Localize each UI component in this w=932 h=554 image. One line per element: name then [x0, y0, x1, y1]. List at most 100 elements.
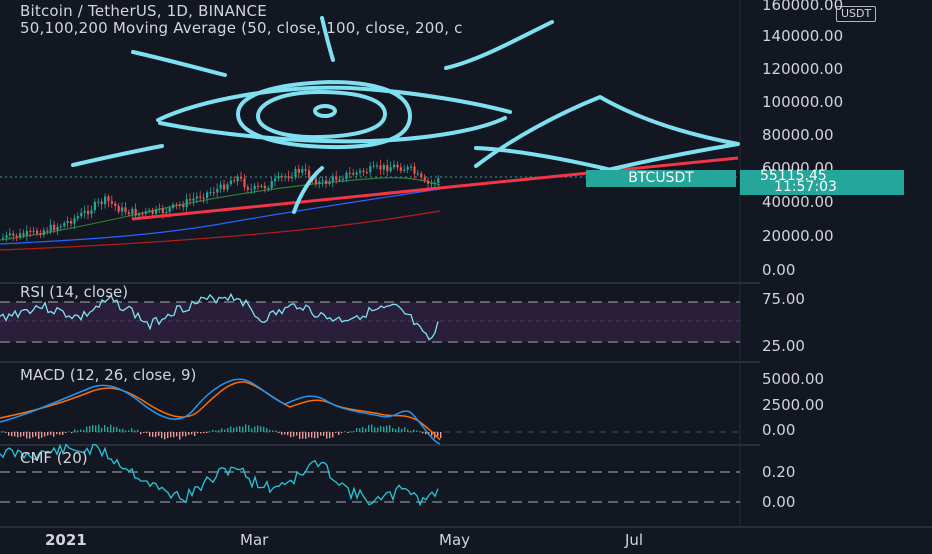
- candle-body: [32, 230, 35, 232]
- candle-body: [257, 185, 260, 187]
- macd-histogram-bar: [137, 429, 139, 432]
- macd-histogram-bar: [374, 427, 376, 432]
- macd-histogram-bar: [287, 432, 289, 436]
- macd-histogram-bar: [71, 432, 73, 434]
- macd-histogram-bar: [341, 432, 343, 433]
- macd-histogram-bar: [344, 431, 346, 433]
- candle-body: [297, 168, 300, 173]
- triangle-base-stroke[interactable]: [474, 146, 622, 174]
- eye-outer-iris[interactable]: [236, 80, 412, 150]
- macd-histogram-bar: [410, 430, 412, 432]
- macd-histogram-bar: [200, 432, 202, 434]
- price-tick: 160000.00: [762, 0, 844, 14]
- candle-body: [223, 184, 226, 190]
- macd-histogram-bar: [74, 429, 76, 432]
- macd-histogram-bar: [302, 432, 304, 439]
- ray-top[interactable]: [320, 16, 335, 62]
- candle-body: [308, 170, 311, 178]
- ray-right[interactable]: [444, 20, 554, 70]
- macd-tick: 2500.00: [762, 396, 825, 414]
- candle-body: [301, 169, 304, 173]
- rsi-label[interactable]: RSI (14, close): [20, 283, 129, 301]
- candle-body: [29, 230, 32, 232]
- candle-body: [267, 188, 270, 190]
- macd-histogram-bar: [47, 432, 49, 436]
- candle-body: [416, 173, 419, 175]
- candle-body: [12, 233, 15, 236]
- macd-histogram-bar: [212, 429, 214, 432]
- macd-histogram-bar: [356, 428, 358, 432]
- triangle-outline[interactable]: [474, 95, 740, 175]
- candle-body: [70, 220, 73, 224]
- candle-body: [386, 164, 389, 172]
- candle-body: [134, 208, 137, 216]
- macd-histogram-bar: [332, 432, 334, 438]
- candle-body: [246, 187, 249, 190]
- time-tick: May: [439, 531, 471, 549]
- macd-histogram-bar: [314, 432, 316, 439]
- macd-histogram-bar: [131, 428, 133, 432]
- macd-label[interactable]: MACD (12, 26, close, 9): [20, 366, 197, 384]
- bar-countdown: 11:57:03: [774, 179, 837, 195]
- ray-bottom[interactable]: [292, 166, 324, 214]
- ray-lower-left[interactable]: [71, 144, 164, 167]
- eye-iris[interactable]: [256, 90, 387, 140]
- candle-body: [127, 212, 130, 215]
- macd-histogram-bar: [56, 432, 58, 435]
- price-tick: 140000.00: [762, 27, 844, 45]
- candle-body: [226, 184, 229, 190]
- macd-histogram-bar: [242, 426, 244, 432]
- candle-body: [209, 192, 212, 194]
- cmf-label[interactable]: CMF (20): [20, 449, 88, 467]
- candle-body: [110, 201, 113, 204]
- macd-histogram-bar: [20, 432, 22, 437]
- macd-histogram-bar: [257, 425, 259, 432]
- candle-body: [359, 170, 362, 173]
- candle-body: [151, 210, 154, 214]
- macd-histogram-bar: [260, 426, 262, 432]
- macd-histogram-bar: [320, 432, 322, 436]
- macd-histogram-bar: [416, 430, 418, 432]
- macd-histogram-bar: [368, 424, 370, 432]
- macd-histogram-bar: [266, 428, 268, 432]
- macd-histogram-bar: [371, 424, 373, 432]
- macd-histogram-bar: [23, 432, 25, 437]
- eye-lower-lid[interactable]: [158, 116, 507, 144]
- candle-body: [144, 211, 147, 214]
- macd-histogram-bar: [362, 426, 364, 432]
- candle-body: [284, 176, 287, 178]
- hand-drawing[interactable]: [71, 16, 740, 214]
- trendline[interactable]: [131, 156, 739, 221]
- rsi-tick: 25.00: [762, 337, 805, 355]
- eye-pupil[interactable]: [313, 104, 337, 118]
- ma-indicator-label[interactable]: 50,100,200 Moving Average (50, close, 10…: [20, 19, 463, 37]
- macd-histogram-bar: [11, 432, 13, 437]
- macd-histogram-bar: [107, 427, 109, 432]
- candle-body: [121, 207, 124, 212]
- candle-body: [389, 167, 392, 172]
- macd-histogram-bar: [62, 432, 64, 435]
- eye-upper-lid[interactable]: [156, 85, 512, 122]
- macd-histogram-bar: [440, 432, 442, 439]
- macd-histogram-bar: [281, 432, 283, 435]
- currency-badge[interactable]: USDT: [836, 6, 877, 22]
- macd-histogram-bar: [173, 432, 175, 438]
- candle-body: [342, 178, 345, 180]
- macd-tick: 5000.00: [762, 370, 825, 388]
- macd-histogram: [2, 424, 442, 440]
- candle-body: [430, 183, 433, 185]
- macd-histogram-bar: [167, 432, 169, 439]
- macd-histogram-bar: [185, 432, 187, 437]
- macd-histogram-bar: [194, 432, 196, 437]
- candle-body: [172, 204, 175, 208]
- price-tick: 100000.00: [762, 93, 844, 111]
- ray-left[interactable]: [131, 50, 227, 77]
- candle-body: [280, 176, 283, 178]
- candle-body: [348, 172, 351, 174]
- candle-body: [107, 196, 110, 202]
- candle-body: [53, 224, 56, 231]
- candle-body: [294, 168, 297, 178]
- last-price-value: 55115.45: [760, 168, 827, 184]
